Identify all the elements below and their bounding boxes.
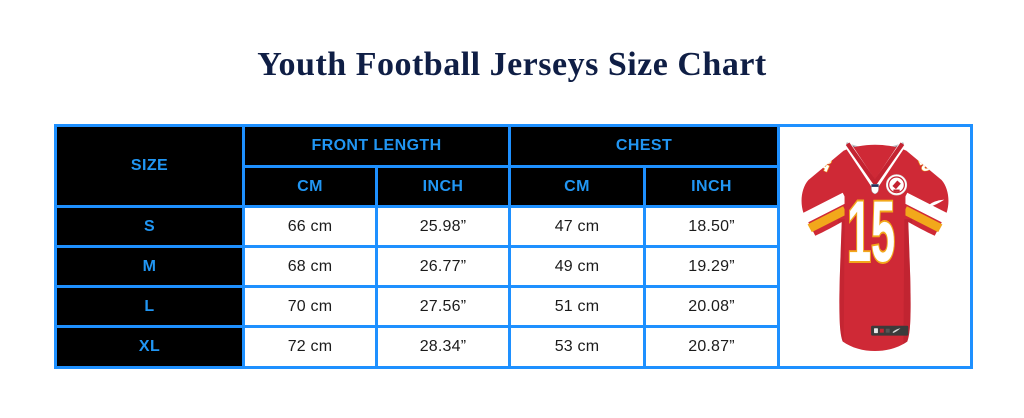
size-label-l: L	[54, 285, 245, 328]
size-chart-table: SIZE FRONT LENGTH CHEST	[54, 124, 974, 369]
size-label-s: S	[54, 205, 245, 248]
chest-cm-value: 49 cm	[508, 245, 646, 288]
jersey-product-image: 15 15	[777, 124, 974, 369]
size-label-m: M	[54, 245, 245, 288]
subheader-front-inch: INCH	[375, 165, 511, 208]
chest-cm-value: 47 cm	[508, 205, 646, 248]
jersey-jock-tag	[871, 325, 909, 336]
column-header-front-length: FRONT LENGTH	[242, 124, 511, 168]
column-header-chest: CHEST	[507, 124, 781, 168]
chest-inch-value: 18.50”	[642, 205, 781, 248]
table-row: XL 72 cm 28.34” 53 cm 20.87”	[54, 325, 972, 369]
front-inch-value: 27.56”	[375, 285, 511, 328]
nfl-shield-icon	[871, 183, 879, 194]
chest-cm-value: 53 cm	[508, 325, 646, 369]
jersey-illustration: 15 15	[799, 141, 951, 351]
front-cm-value: 68 cm	[242, 245, 378, 288]
front-inch-value: 25.98”	[375, 205, 511, 248]
page-title: Youth Football Jerseys Size Chart	[257, 46, 767, 83]
chest-cm-value: 51 cm	[508, 285, 646, 328]
front-cm-value: 70 cm	[242, 285, 378, 328]
chest-number: 15	[847, 184, 895, 280]
team-logo-patch	[885, 173, 908, 195]
size-label-xl: XL	[54, 325, 245, 369]
jersey-image-container: 15 15	[780, 127, 970, 366]
front-inch-value: 26.77”	[375, 245, 511, 288]
jersey-chest-number-group: 15	[846, 182, 897, 281]
subheader-front-cm: CM	[242, 165, 378, 208]
front-cm-value: 72 cm	[242, 325, 378, 369]
chest-inch-value: 20.87”	[642, 325, 781, 369]
table-row: S 66 cm 25.98” 47 cm 18.50”	[54, 205, 972, 248]
front-cm-value: 66 cm	[242, 205, 378, 248]
chest-inch-value: 20.08”	[642, 285, 781, 328]
table-row: L 70 cm 27.56” 51 cm 20.08”	[54, 285, 972, 328]
subheader-chest-cm: CM	[508, 165, 646, 208]
swoosh-icon	[928, 199, 945, 206]
table-row: M 68 cm 26.77” 49 cm 19.29”	[54, 245, 972, 288]
left-shoulder-number: 15	[806, 149, 838, 175]
front-inch-value: 28.34”	[375, 325, 511, 369]
chest-inch-value: 19.29”	[642, 245, 781, 288]
subheader-chest-inch: INCH	[642, 165, 781, 208]
column-header-size: SIZE	[54, 124, 245, 208]
